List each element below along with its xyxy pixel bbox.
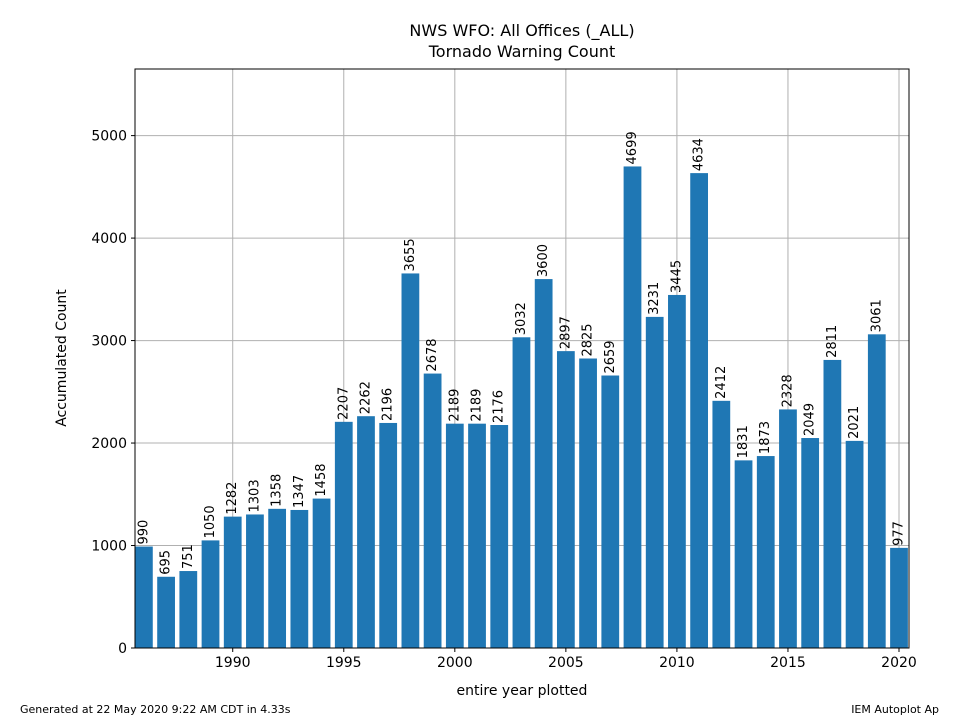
y-axis-ticks: 0 1000 2000 3000 4000 5000 bbox=[91, 129, 135, 657]
bar bbox=[312, 498, 331, 648]
bar-labels: 990 695 751 1050 1282 1303 1358 1347 1458 2207 226… bbox=[136, 131, 906, 574]
bar-value-label: 695 bbox=[159, 550, 174, 575]
bar bbox=[268, 508, 287, 648]
bar-value-label: 4634 bbox=[692, 138, 707, 171]
bar bbox=[779, 409, 797, 648]
footer-app-name: IEM Autoplot Ap bbox=[851, 703, 939, 716]
bar-value-label: 2176 bbox=[492, 390, 507, 423]
bar bbox=[801, 438, 820, 648]
y-tick-label: 3000 bbox=[91, 334, 127, 350]
bars bbox=[135, 166, 908, 648]
y-tick-label: 5000 bbox=[91, 129, 127, 145]
bar bbox=[756, 456, 775, 648]
bar-value-label: 3032 bbox=[514, 302, 529, 335]
chart-subtitle: Tornado Warning Count bbox=[428, 42, 616, 61]
bar bbox=[890, 547, 908, 648]
bar-value-label: 1358 bbox=[270, 474, 285, 507]
bar-value-label: 1873 bbox=[758, 421, 773, 454]
bar bbox=[490, 425, 509, 648]
x-tick-label: 2005 bbox=[548, 655, 584, 671]
bar-value-label: 2412 bbox=[714, 366, 729, 399]
bar bbox=[690, 173, 709, 648]
bar-value-label: 2189 bbox=[447, 389, 462, 422]
bar bbox=[556, 351, 575, 648]
bar-value-label: 4699 bbox=[625, 131, 640, 164]
bar-value-label: 1831 bbox=[736, 425, 751, 458]
bar bbox=[334, 421, 353, 648]
bar-value-label: 2262 bbox=[358, 381, 373, 414]
bar-value-label: 1303 bbox=[247, 479, 262, 512]
bar bbox=[401, 273, 420, 648]
bar bbox=[534, 279, 553, 648]
bar-value-label: 3445 bbox=[669, 260, 684, 293]
x-tick-label: 2010 bbox=[659, 655, 695, 671]
bar-value-label: 1050 bbox=[203, 505, 218, 538]
bar-value-label: 2021 bbox=[847, 406, 862, 439]
bar bbox=[734, 460, 753, 648]
bar bbox=[468, 423, 486, 648]
bar bbox=[579, 358, 597, 648]
bar bbox=[623, 166, 642, 648]
bar bbox=[290, 509, 309, 648]
bar bbox=[712, 400, 731, 648]
chart-title: NWS WFO: All Offices (_ALL) bbox=[409, 21, 634, 41]
bar bbox=[246, 514, 264, 648]
bar-value-label: 2328 bbox=[780, 374, 795, 407]
bar bbox=[601, 375, 620, 648]
bar-value-label: 2196 bbox=[381, 388, 396, 421]
bar-value-label: 2659 bbox=[603, 340, 618, 373]
bar bbox=[223, 516, 242, 648]
y-tick-label: 1000 bbox=[91, 539, 127, 555]
bar-value-label: 2811 bbox=[825, 325, 840, 358]
bar-value-label: 977 bbox=[892, 521, 907, 546]
bar bbox=[135, 546, 153, 648]
bar bbox=[867, 334, 886, 648]
bar bbox=[379, 422, 398, 648]
bar bbox=[423, 373, 442, 648]
bar bbox=[645, 316, 664, 648]
bar-value-label: 1282 bbox=[225, 482, 240, 515]
x-axis-label: entire year plotted bbox=[457, 683, 588, 699]
bar bbox=[823, 359, 842, 648]
bar bbox=[845, 440, 864, 648]
y-tick-label: 2000 bbox=[91, 436, 127, 452]
x-axis-ticks: 1990 1995 2000 2005 2010 2015 2020 bbox=[215, 648, 917, 671]
x-tick-label: 2015 bbox=[770, 655, 806, 671]
bar-value-label: 2189 bbox=[470, 389, 485, 422]
x-tick-label: 1995 bbox=[326, 655, 362, 671]
bar bbox=[179, 571, 198, 648]
y-tick-label: 0 bbox=[118, 641, 127, 657]
bar-value-label: 1458 bbox=[314, 463, 329, 496]
bar-value-label: 2825 bbox=[581, 323, 596, 356]
bar-value-label: 2678 bbox=[425, 338, 440, 371]
footer-generated-text: Generated at 22 May 2020 9:22 AM CDT in … bbox=[20, 703, 291, 716]
x-tick-label: 2000 bbox=[437, 655, 473, 671]
x-tick-label: 2020 bbox=[881, 655, 917, 671]
bar-value-label: 990 bbox=[136, 520, 151, 545]
bar-value-label: 3600 bbox=[536, 244, 551, 277]
y-axis-label: Accumulated Count bbox=[54, 289, 70, 427]
bar-value-label: 751 bbox=[181, 544, 196, 569]
bar bbox=[668, 294, 686, 648]
bar-value-label: 3231 bbox=[647, 282, 662, 315]
plot-frame bbox=[134, 68, 910, 649]
y-tick-label: 4000 bbox=[91, 231, 127, 247]
bar-value-label: 3655 bbox=[403, 238, 418, 271]
bar-value-label: 2897 bbox=[558, 316, 573, 349]
bar-value-label: 3061 bbox=[869, 299, 884, 332]
bar bbox=[357, 416, 375, 648]
bar bbox=[201, 540, 220, 648]
bar-value-label: 2049 bbox=[803, 403, 818, 436]
bar-value-label: 2207 bbox=[336, 387, 351, 420]
bar bbox=[445, 423, 464, 648]
bar bbox=[512, 337, 531, 648]
bar bbox=[157, 576, 175, 648]
bar-value-label: 1347 bbox=[292, 475, 307, 508]
x-tick-label: 1990 bbox=[215, 655, 251, 671]
